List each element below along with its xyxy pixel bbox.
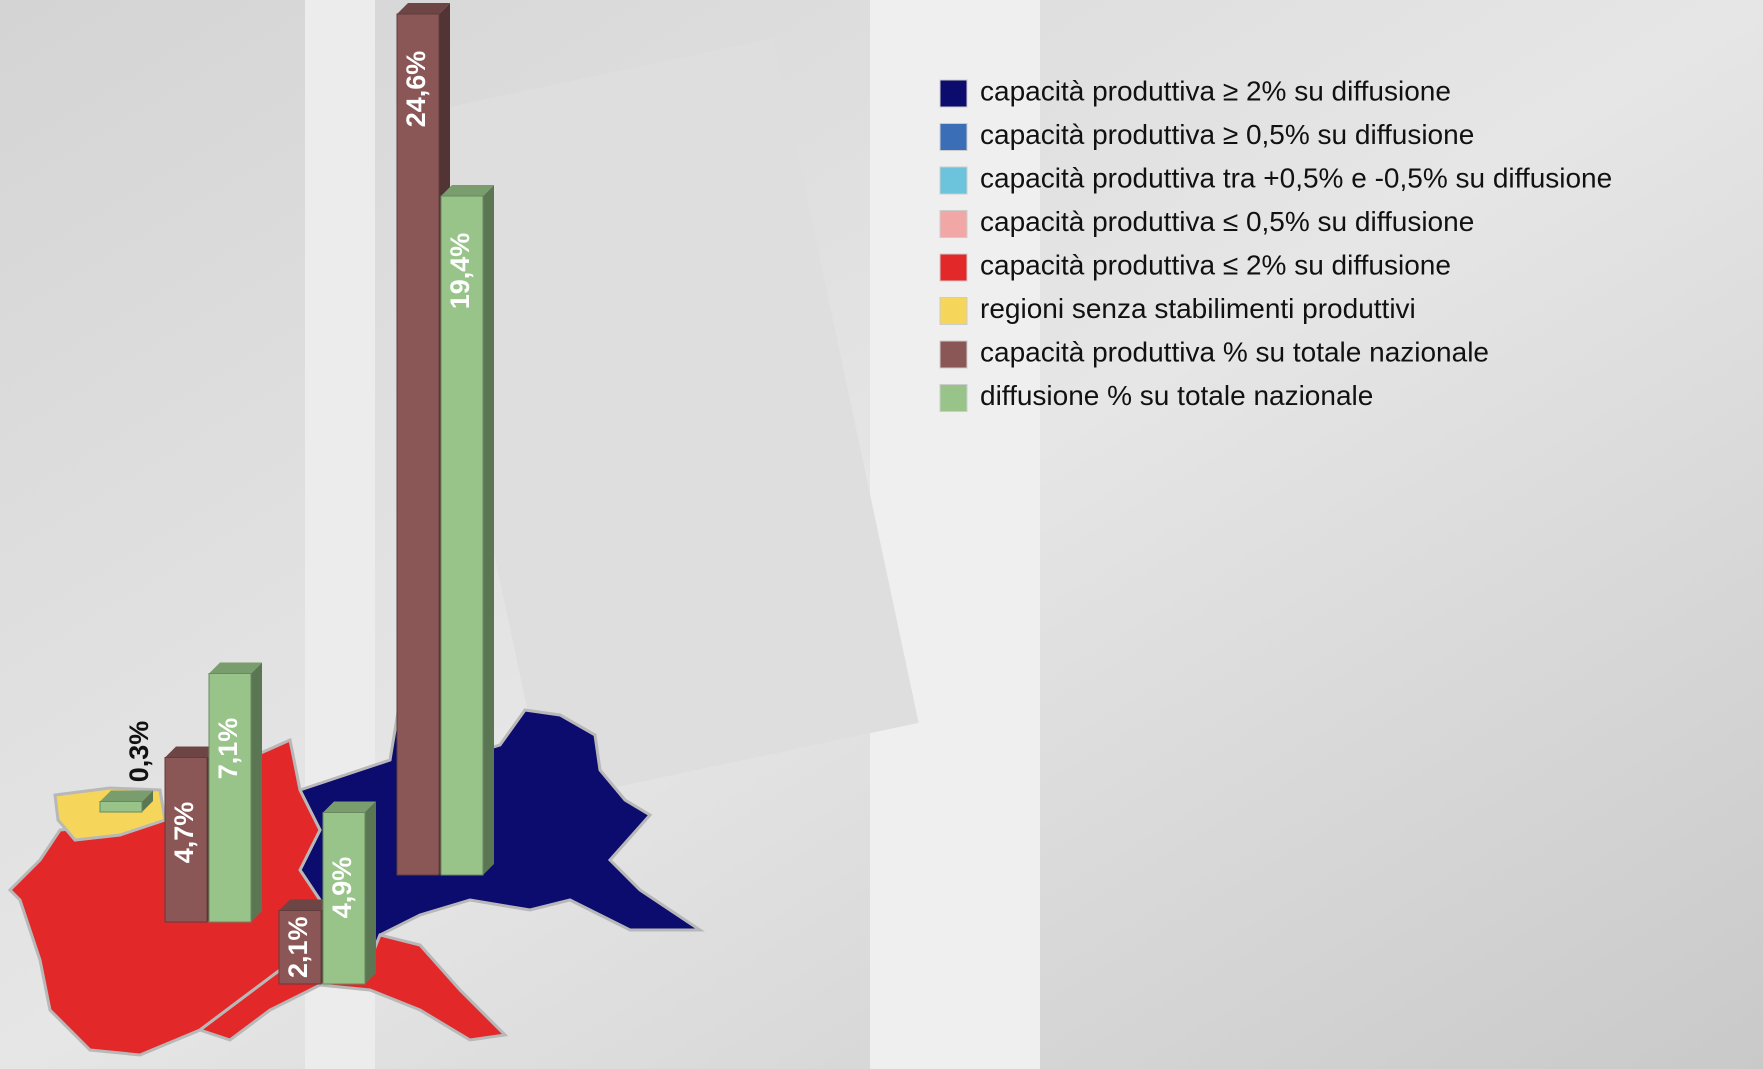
value-label: 19,4% <box>445 233 475 310</box>
legend-swatch <box>939 253 968 282</box>
bar <box>322 812 366 985</box>
value-label: 2,1% <box>283 916 313 978</box>
bar <box>278 910 322 985</box>
legend-label: capacità produttiva % su totale nazional… <box>980 336 1489 367</box>
background-strip <box>870 0 1040 1069</box>
legend-swatch <box>939 123 968 151</box>
bar <box>164 757 208 923</box>
value-label: 7,1% <box>213 718 243 780</box>
legend-swatch <box>939 210 968 238</box>
legend-label: capacità produttiva ≤ 2% su diffusione <box>980 249 1451 280</box>
bar-top <box>397 3 450 14</box>
legend-label: capacità produttiva ≥ 0,5% su diffusione <box>980 119 1474 150</box>
bar-side <box>483 185 494 875</box>
value-label: 4,9% <box>327 857 357 919</box>
bar <box>396 13 440 876</box>
legend-swatch <box>939 166 968 195</box>
bar-top <box>209 662 262 674</box>
bar <box>208 673 252 923</box>
legend: capacità produttiva ≥ 2% su diffusione ca… <box>939 75 1612 412</box>
legend-swatch <box>939 384 968 412</box>
bar-top <box>165 746 218 758</box>
bar-top <box>323 801 376 813</box>
bar-side <box>365 801 376 984</box>
legend-swatch <box>939 297 968 325</box>
bar-top <box>441 185 494 196</box>
background-paper <box>401 38 919 802</box>
value-label: 0,3% <box>124 721 154 783</box>
bar <box>440 195 484 876</box>
bar <box>99 801 143 813</box>
legend-swatch <box>939 79 968 108</box>
bar-side <box>251 662 262 922</box>
legend-swatch <box>939 340 968 369</box>
legend-label: diffusione % su totale nazionale <box>980 380 1373 411</box>
legend-label: capacità produttiva ≤ 0,5% su diffusione <box>980 206 1474 237</box>
bar-side <box>142 790 153 812</box>
legend-label: capacità produttiva tra +0,5% e -0,5% su… <box>980 162 1612 193</box>
value-label: 24,6% <box>401 51 431 128</box>
legend-label: capacità produttiva ≥ 2% su diffusione <box>980 75 1451 106</box>
bar-top <box>279 899 332 911</box>
legend-label: regioni senza stabilimenti produttivi <box>980 293 1416 324</box>
bar-top <box>100 790 153 802</box>
bars: 0,3% 4,7% 7,1% 24,6% 19,4% 2,1% 4,9% <box>99 3 494 985</box>
value-label: 4,7% <box>169 802 199 864</box>
